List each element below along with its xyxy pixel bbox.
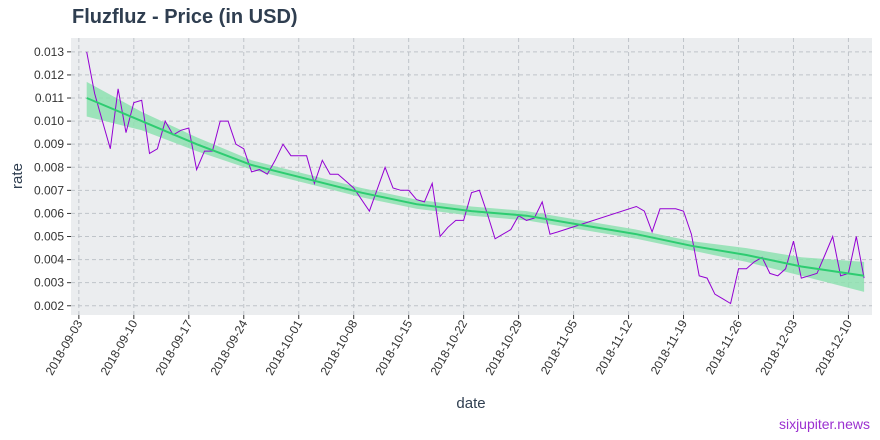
- x-tick-label: 2018-12-10: [812, 317, 855, 377]
- x-tick-label: 2018-12-03: [757, 317, 800, 377]
- x-tick-label: 2018-10-15: [372, 317, 415, 377]
- y-tick-label: 0.009: [34, 137, 64, 151]
- y-axis-ticks: 0.002 0.003 0.004 0.005 0.006 0.007 0.008 0.009…: [34, 45, 71, 313]
- x-axis-ticks: 2018-09-03 2018-09-10 2018-09-17 2018-09-24…: [43, 315, 855, 378]
- x-tick-label: 2018-11-05: [538, 317, 581, 377]
- y-tick-label: 0.004: [34, 253, 64, 267]
- y-tick-label: 0.007: [34, 183, 64, 197]
- trend-confidence-band: [86, 81, 865, 292]
- confidence-band: [86, 81, 865, 292]
- chart-title: Fluzfluz - Price (in USD): [72, 6, 298, 28]
- series-lines: [86, 51, 865, 305]
- y-axis-label: rate: [9, 163, 26, 189]
- y-tick-label: 0.002: [34, 299, 64, 313]
- x-tick-label: 2018-10-08: [317, 317, 360, 377]
- y-tick-label: 0.013: [34, 45, 64, 59]
- x-tick-label: 2018-11-12: [593, 317, 636, 377]
- y-tick-label: 0.008: [34, 160, 64, 174]
- x-tick-label: 2018-10-01: [263, 317, 306, 377]
- x-tick-label: 2018-09-03: [43, 317, 86, 377]
- x-tick-label: 2018-11-19: [648, 317, 691, 377]
- y-tick-label: 0.012: [34, 68, 64, 82]
- plot-panel: [71, 38, 872, 315]
- x-tick-label: 2018-09-10: [98, 317, 141, 377]
- x-tick-label: 2018-09-17: [153, 317, 196, 377]
- price-line: [86, 51, 865, 305]
- trend-line: [86, 97, 865, 277]
- y-tick-label: 0.006: [34, 206, 64, 220]
- x-tick-label: 2018-10-29: [482, 317, 525, 377]
- y-tick-label: 0.011: [35, 91, 64, 105]
- watermark: sixjupiter.news: [778, 416, 870, 432]
- y-tick-label: 0.005: [34, 230, 64, 244]
- x-axis-label: date: [456, 395, 485, 412]
- y-tick-label: 0.003: [34, 276, 64, 290]
- x-tick-label: 2018-11-26: [703, 317, 746, 377]
- x-tick-label: 2018-10-22: [427, 317, 470, 377]
- x-tick-label: 2018-09-24: [208, 317, 251, 377]
- y-tick-label: 0.010: [34, 114, 64, 128]
